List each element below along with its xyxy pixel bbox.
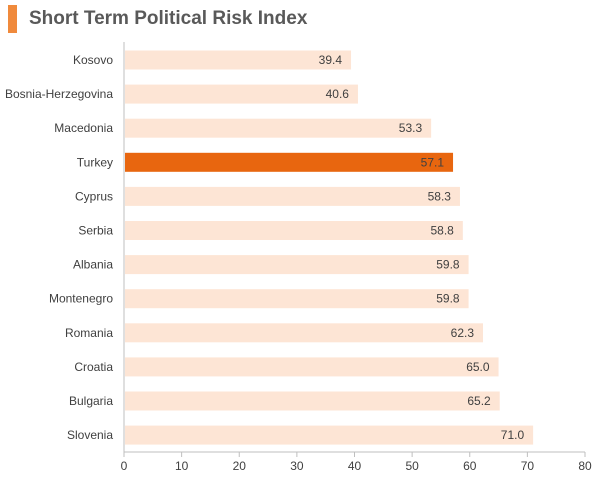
value-label: 62.3 [451,326,475,340]
value-label: 59.8 [436,258,460,272]
value-label: 58.8 [430,224,454,238]
value-label: 53.3 [399,121,423,135]
category-label: Turkey [77,155,113,169]
bar-montenegro [125,289,469,309]
category-label: Romania [65,326,113,340]
bar-kosovo [125,50,352,70]
x-tick-label: 30 [290,459,304,473]
bar-slovenia [125,425,534,445]
bar-albania [125,255,469,275]
bar-bulgaria [125,391,500,411]
category-label: Bulgaria [69,394,113,408]
x-tick-label: 0 [121,459,128,473]
x-tick-label: 60 [463,459,477,473]
bar-macedonia [125,118,432,138]
value-label: 39.4 [319,53,343,67]
category-label: Serbia [78,224,113,238]
x-tick-label: 10 [175,459,189,473]
x-tick-label: 20 [233,459,247,473]
value-label: 58.3 [428,189,452,203]
category-label: Macedonia [54,121,113,135]
category-label: Montenegro [49,292,113,306]
category-label: Kosovo [73,53,113,67]
category-label: Albania [73,258,113,272]
x-tick-label: 80 [578,459,592,473]
title-accent-mark [8,5,17,33]
value-label: 40.6 [326,87,350,101]
category-label: Bosnia-Herzegovina [5,87,113,101]
category-label: Croatia [74,360,113,374]
x-tick-label: 40 [348,459,362,473]
x-tick-label: 50 [405,459,419,473]
value-label: 59.8 [436,292,460,306]
chart-title-bar: Short Term Political Risk Index [8,5,307,33]
bar-romania [125,323,484,343]
value-label: 65.2 [467,394,491,408]
value-label: 57.1 [421,155,445,169]
chart-title: Short Term Political Risk Index [29,8,308,29]
bar-cyprus [125,186,460,206]
bar-turkey [125,152,454,172]
x-tick-label: 70 [521,459,535,473]
bar-croatia [125,357,499,377]
category-label: Slovenia [67,428,113,442]
bar-serbia [125,221,463,240]
category-label: Cyprus [75,189,113,203]
value-label: 71.0 [501,428,525,442]
value-label: 65.0 [466,360,490,374]
bar-bosnia-herzegovina [125,84,358,104]
